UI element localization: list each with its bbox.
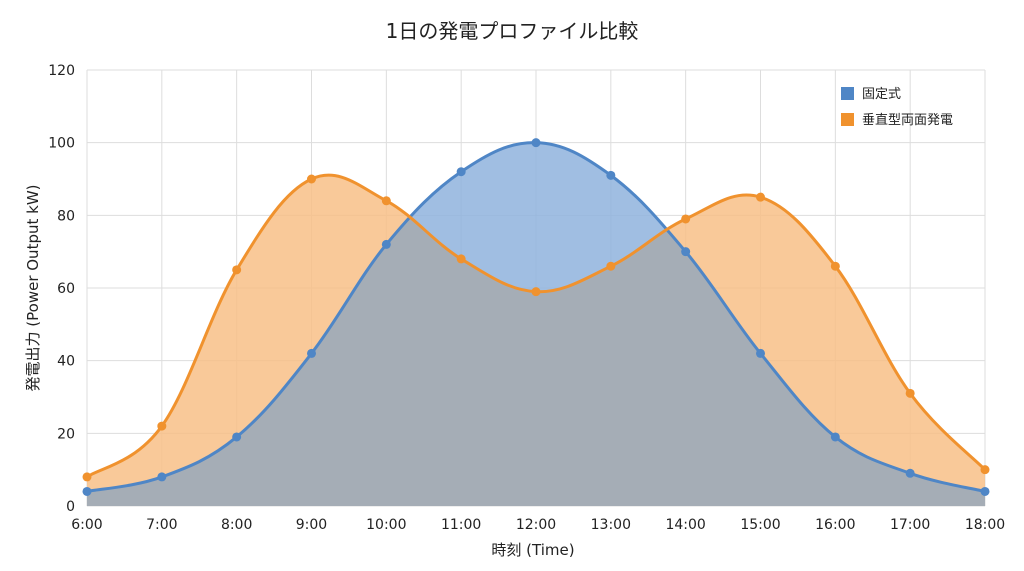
chart-title: 1日の発電プロファイル比較: [386, 19, 639, 43]
data-point-series-0: [531, 138, 541, 148]
legend-swatch-bifacial: [841, 113, 854, 126]
x-tick-label: 17:00: [890, 517, 930, 533]
y-tick-label: 0: [66, 499, 75, 515]
data-point-series-0: [82, 486, 92, 496]
x-tick-label: 10:00: [366, 517, 406, 533]
data-point-series-1: [307, 174, 316, 184]
area-overlap: [87, 175, 985, 506]
data-point-series-1: [456, 254, 466, 264]
data-point-series-1: [232, 265, 242, 275]
data-point-series-1: [756, 192, 765, 202]
data-point-series-0: [830, 432, 840, 442]
legend-swatch-fixed: [841, 87, 854, 100]
data-point-series-0: [456, 167, 466, 177]
x-tick-label: 13:00: [591, 517, 631, 533]
areas: [87, 142, 985, 507]
legend-label-bifacial: 垂直型両面発電: [862, 113, 953, 128]
legend: 固定式 垂直型両面発電: [841, 87, 953, 128]
data-point-series-0: [681, 247, 691, 257]
data-point-series-0: [232, 432, 242, 442]
y-tick-label: 80: [57, 208, 75, 224]
data-point-series-1: [606, 261, 616, 271]
x-tick-label: 16:00: [815, 517, 855, 533]
y-tick-label: 40: [57, 354, 75, 370]
x-tick-label: 9:00: [296, 517, 327, 533]
x-tick-label: 14:00: [665, 517, 705, 533]
data-point-series-1: [82, 472, 92, 482]
data-point-series-1: [905, 388, 915, 398]
y-axis-label: 発電出力 (Power Output kW): [24, 185, 42, 392]
x-tick-label: 12:00: [516, 517, 556, 533]
data-point-series-0: [157, 472, 167, 482]
y-tick-label: 60: [57, 281, 75, 297]
x-tick-label: 7:00: [146, 517, 177, 533]
ticks: 0 20 40 60 80 100 120 6:00 7:00 8:00 9:00 10:00 11:0…: [48, 63, 1005, 533]
y-tick-label: 120: [48, 63, 75, 79]
data-point-series-0: [756, 348, 765, 358]
y-tick-label: 20: [57, 426, 75, 442]
x-tick-label: 11:00: [441, 517, 481, 533]
data-point-series-0: [307, 348, 316, 358]
points: [82, 138, 990, 496]
data-point-series-1: [381, 196, 391, 206]
data-point-series-1: [681, 214, 691, 224]
data-point-series-0: [980, 486, 990, 496]
data-point-series-1: [980, 465, 990, 475]
x-tick-label: 18:00: [965, 517, 1005, 533]
data-point-series-1: [157, 421, 167, 431]
data-point-series-0: [606, 170, 616, 180]
y-tick-label: 100: [48, 136, 75, 152]
x-axis-label: 時刻 (Time): [491, 541, 574, 559]
data-point-series-1: [830, 261, 840, 271]
data-point-series-1: [531, 287, 541, 297]
data-point-series-0: [381, 239, 391, 249]
data-point-series-0: [905, 468, 915, 478]
x-tick-label: 8:00: [221, 517, 252, 533]
x-tick-label: 6:00: [71, 517, 102, 533]
x-tick-label: 15:00: [740, 517, 780, 533]
legend-label-fixed: 固定式: [862, 87, 901, 102]
